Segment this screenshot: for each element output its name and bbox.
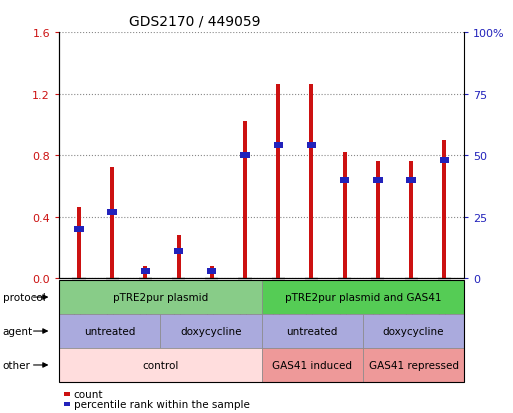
Text: count: count: [74, 389, 104, 399]
Bar: [207, 268, 216, 274]
Text: untreated: untreated: [84, 326, 135, 336]
Text: other: other: [3, 360, 30, 370]
Bar: [174, 248, 183, 254]
Bar: [309, 85, 313, 278]
Text: pTRE2pur plasmid and GAS41: pTRE2pur plasmid and GAS41: [285, 292, 441, 302]
Bar: [77, 208, 81, 278]
Bar: [141, 268, 150, 274]
Bar: [276, 85, 280, 278]
Bar: [440, 157, 449, 164]
Bar: [241, 153, 250, 159]
Bar: [108, 209, 117, 215]
Bar: [243, 122, 247, 278]
Text: agent: agent: [3, 326, 33, 336]
Bar: [176, 235, 181, 278]
Text: untreated: untreated: [287, 326, 338, 336]
Bar: [442, 140, 446, 278]
Text: GAS41 repressed: GAS41 repressed: [369, 360, 459, 370]
Bar: [143, 266, 147, 278]
Text: GDS2170 / 449059: GDS2170 / 449059: [129, 14, 261, 28]
Text: doxycycline: doxycycline: [180, 326, 242, 336]
Text: pTRE2pur plasmid: pTRE2pur plasmid: [113, 292, 208, 302]
Bar: [273, 143, 283, 149]
Text: control: control: [142, 360, 179, 370]
Bar: [343, 153, 347, 278]
Bar: [409, 162, 413, 278]
Bar: [376, 162, 380, 278]
Text: percentile rank within the sample: percentile rank within the sample: [74, 399, 250, 409]
Text: doxycycline: doxycycline: [383, 326, 444, 336]
Text: protocol: protocol: [3, 292, 45, 302]
Bar: [307, 143, 316, 149]
Text: GAS41 induced: GAS41 induced: [272, 360, 352, 370]
Bar: [74, 226, 84, 233]
Bar: [406, 177, 416, 183]
Bar: [340, 177, 349, 183]
Bar: [373, 177, 383, 183]
Bar: [210, 266, 214, 278]
Bar: [110, 168, 114, 278]
